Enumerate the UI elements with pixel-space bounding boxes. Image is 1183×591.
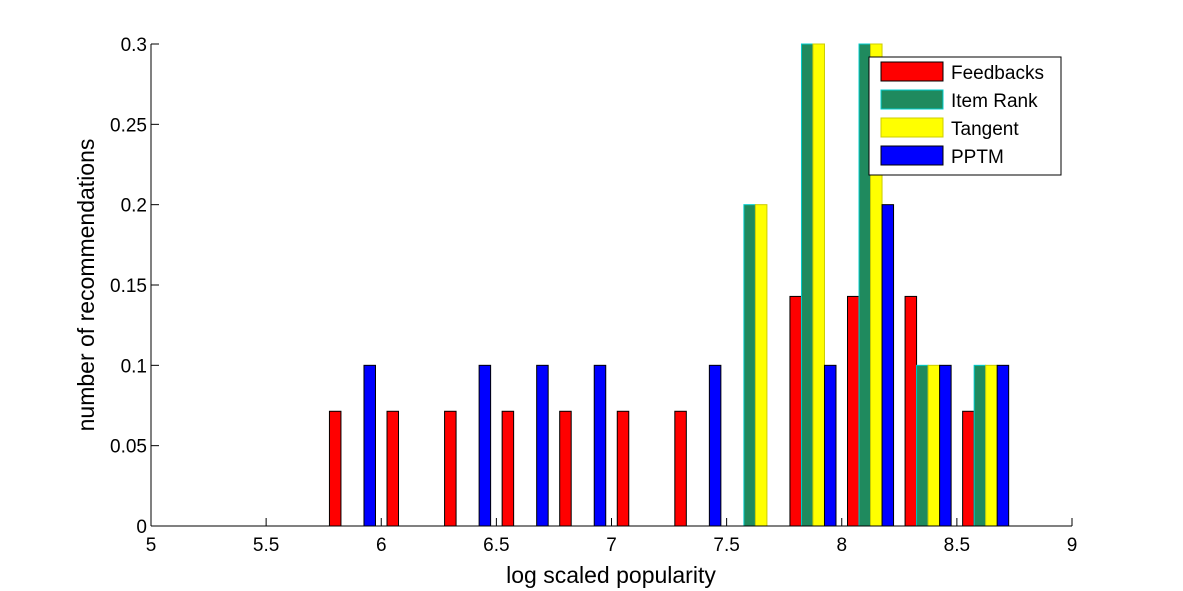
bar-pptm-3 (363, 364, 376, 527)
legend-swatch-pptm (880, 145, 944, 166)
bar-feedbacks-3 (328, 410, 342, 527)
y-tick-label: 0.2 (121, 196, 147, 217)
bar-pptm-7 (593, 364, 607, 527)
bar-feedbacks-11 (789, 295, 802, 527)
bar-feedbacks-8 (616, 410, 630, 527)
bars-layer (328, 43, 1010, 527)
bar-feedbacks-6 (501, 410, 515, 527)
x-tick-label: 7 (606, 535, 617, 556)
y-tick-label: 0 (136, 517, 147, 538)
legend-label-pptm: PPTM (951, 147, 1004, 168)
y-axis-label: number of recommendations (73, 139, 99, 432)
legend-swatch-feedbacks (880, 61, 944, 82)
x-tick-label: 5 (146, 535, 157, 556)
bar-pptm-11 (823, 364, 837, 527)
bar-feedbacks-13 (904, 295, 918, 527)
y-tick-label: 0.1 (121, 356, 147, 377)
bar-tangent-13 (927, 364, 941, 527)
bar-feedbacks-14 (962, 410, 975, 527)
bar-feedbacks-12 (847, 295, 860, 527)
legend-swatch-tangent (880, 117, 944, 138)
legend-swatch-item-rank (880, 89, 944, 110)
bar-feedbacks-9 (674, 410, 687, 527)
x-tick-label: 7.5 (713, 535, 739, 556)
legend-label-tangent: Tangent (951, 119, 1019, 140)
x-tick-label: 8.5 (944, 535, 970, 556)
bar-pptm-13 (939, 364, 952, 527)
x-tick-label: 8 (836, 535, 847, 556)
y-tick-label: 0.05 (110, 437, 147, 458)
legend-label-feedbacks: Feedbacks (951, 63, 1044, 84)
y-tick-label: 0.25 (110, 115, 147, 136)
x-tick-label: 5.5 (253, 535, 279, 556)
legend-label-item-rank: Item Rank (951, 91, 1038, 112)
bar-pptm-6 (536, 364, 549, 527)
bar-feedbacks-7 (559, 410, 572, 527)
bar-item-rank-14 (973, 364, 987, 527)
bar-item-rank-13 (916, 364, 929, 527)
x-tick-label: 6 (376, 535, 387, 556)
bar-pptm-9 (708, 364, 722, 527)
legend: Feedbacks Item Rank Tangent PPTM (868, 56, 1062, 176)
y-tick-label: 0.3 (121, 35, 147, 56)
bar-feedbacks-5 (444, 410, 457, 527)
bar-pptm-5 (478, 364, 492, 527)
bar-pptm-12 (881, 204, 895, 527)
x-tick-label: 6.5 (483, 535, 509, 556)
bar-tangent-10 (754, 204, 768, 527)
x-axis-label: log scaled popularity (506, 562, 716, 588)
x-tick-label: 9 (1067, 535, 1078, 556)
bar-item-rank-11 (800, 43, 814, 527)
y-tick-label: 0.15 (110, 276, 147, 297)
bar-tangent-11 (812, 43, 825, 527)
bar-feedbacks-4 (386, 410, 400, 527)
ticks: 5 5.5 6 6.5 7 7.5 8 8.5 9 0 0.05 0.1 0.15 0.2 0.25 0.3 (110, 35, 1077, 556)
bar-tangent-14 (985, 364, 998, 527)
bar-pptm-14 (996, 364, 1010, 527)
bar-item-rank-10 (743, 204, 756, 527)
